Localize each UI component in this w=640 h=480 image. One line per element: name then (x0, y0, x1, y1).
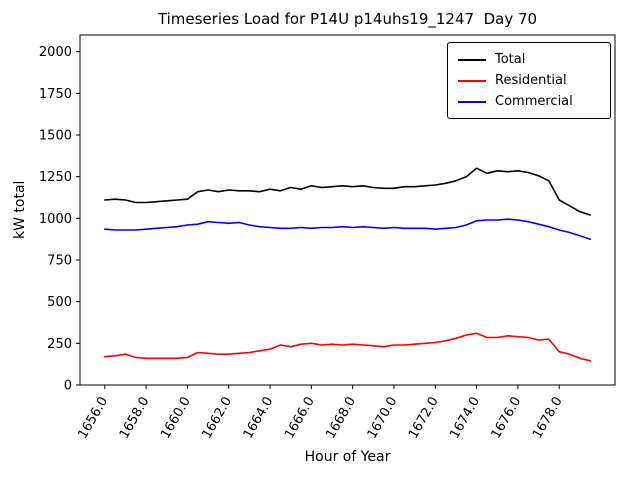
x-tick-label: 1656.0 (76, 395, 112, 442)
legend-entry-commercial: Commercial (458, 91, 600, 112)
series-line-total (104, 167, 592, 216)
y-tick-label: 1250 (39, 170, 72, 185)
y-tick-label: 2000 (39, 45, 72, 60)
legend-label: Total (495, 52, 526, 67)
y-tick-label: 750 (47, 254, 72, 269)
x-tick-label: 1658.0 (117, 395, 153, 442)
x-tick-label: 1672.0 (406, 395, 442, 442)
x-tick-label: 1660.0 (158, 395, 194, 442)
series-line-residential (104, 332, 592, 362)
series-line-commercial (104, 218, 592, 240)
x-tick-label: 1662.0 (199, 395, 235, 442)
x-tick-label: 1674.0 (447, 394, 483, 441)
y-tick-label: 1500 (39, 129, 72, 144)
chart-title: Timeseries Load for P14U p14uhs19_1247 D… (157, 10, 538, 28)
x-tick-label: 1678.0 (530, 395, 566, 442)
y-axis-label: kW total (12, 180, 28, 240)
legend-label: Commercial (495, 94, 573, 109)
legend-line-sample (458, 79, 486, 82)
legend-label: Residential (495, 73, 567, 88)
y-tick-label: 1000 (39, 212, 72, 227)
x-tick-label: 1676.0 (489, 395, 525, 442)
x-tick-label: 1666.0 (282, 395, 318, 442)
plot-border (79, 34, 616, 386)
y-tick-label: 0 (64, 379, 72, 394)
x-axis-label: Hour of Year (304, 449, 391, 465)
x-tick-label: 1668.0 (323, 395, 359, 442)
x-tick-label: 1670.0 (365, 395, 401, 442)
legend-entry-total: Total (458, 49, 600, 70)
legend-line-sample (458, 58, 486, 61)
y-tick-label: 1750 (39, 87, 72, 102)
x-tick-label: 1664.0 (241, 395, 277, 442)
legend-line-sample (458, 100, 486, 103)
y-tick-label: 250 (47, 337, 72, 352)
y-tick-label: 500 (47, 295, 72, 310)
legend-entry-residential: Residential (458, 70, 600, 91)
legend: Total Residential Commercial (447, 42, 611, 119)
